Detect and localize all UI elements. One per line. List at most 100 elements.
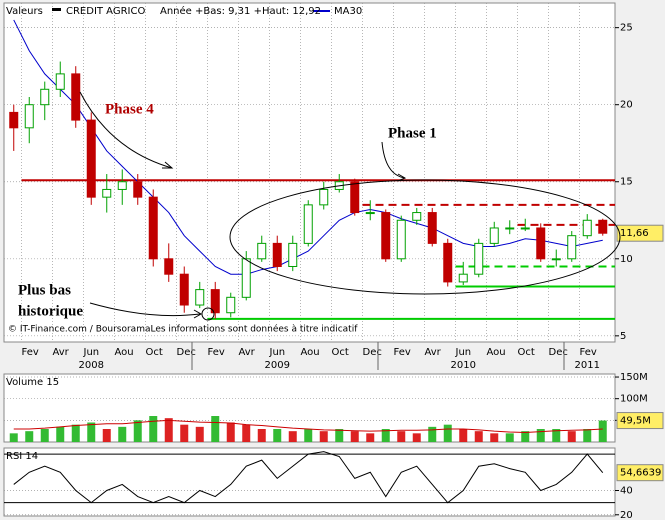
candle-body bbox=[458, 273, 468, 283]
volume-bar bbox=[381, 429, 390, 442]
volume-bar bbox=[583, 429, 592, 442]
x-tick-label: Fev bbox=[580, 347, 597, 358]
candle-body bbox=[86, 119, 96, 198]
candle-body bbox=[350, 181, 360, 214]
arrow bbox=[381, 141, 406, 179]
volume-bar bbox=[257, 429, 266, 442]
arrow-head bbox=[193, 309, 203, 319]
y-tick-label: 100M bbox=[620, 394, 648, 405]
candle-body bbox=[381, 212, 391, 260]
header-label: Valeurs bbox=[6, 6, 43, 17]
x-tick-label: Fev bbox=[394, 347, 411, 358]
volume-bar bbox=[567, 431, 576, 442]
year-label: 2008 bbox=[79, 360, 104, 371]
volume-bar bbox=[552, 429, 561, 442]
candle-body bbox=[520, 227, 530, 230]
candle-body bbox=[195, 289, 205, 306]
x-tick-label: Dec bbox=[177, 347, 196, 358]
last-value-label: 49,5M bbox=[620, 416, 651, 427]
candle-body bbox=[71, 73, 81, 121]
candle-body bbox=[210, 289, 220, 314]
x-tick-label: Oct bbox=[146, 347, 163, 358]
candle-body bbox=[412, 212, 422, 221]
candle-body bbox=[24, 104, 34, 129]
annotation: Phase 4 bbox=[105, 101, 154, 117]
header-symbol: CREDIT AGRICO bbox=[66, 6, 145, 17]
x-tick-label: Fev bbox=[208, 347, 225, 358]
volume-bar bbox=[87, 422, 96, 442]
panel-title: RSI 14 bbox=[6, 451, 38, 462]
x-tick-label: Avr bbox=[53, 347, 70, 358]
volume-bar bbox=[474, 431, 483, 442]
ma-line bbox=[13, 19, 603, 275]
arrow bbox=[79, 91, 173, 169]
x-tick-label: Dec bbox=[363, 347, 382, 358]
volume-bar bbox=[288, 431, 297, 442]
candle-body bbox=[55, 73, 65, 90]
legend-label: MA30 bbox=[334, 6, 362, 17]
volume-bar bbox=[195, 426, 204, 442]
candle-body bbox=[551, 258, 561, 261]
volume-bar bbox=[25, 431, 34, 442]
volume-bar bbox=[428, 426, 437, 442]
candle-body bbox=[489, 227, 499, 244]
candle-body bbox=[164, 258, 174, 275]
candle-body bbox=[102, 188, 112, 198]
candle-body bbox=[365, 212, 375, 215]
arrow-head bbox=[162, 161, 174, 169]
y-tick-label: 15 bbox=[620, 177, 633, 188]
volume-bar bbox=[9, 433, 18, 442]
candle-body bbox=[179, 273, 189, 306]
volume-bar bbox=[459, 429, 468, 442]
header-range: Année +Bas: 9,31 +Haut: 12,92 bbox=[160, 5, 321, 17]
volume-bar bbox=[56, 426, 65, 442]
candle-body bbox=[474, 242, 484, 275]
volume-bar bbox=[40, 429, 49, 442]
volume-bar bbox=[242, 424, 251, 442]
volume-bar bbox=[133, 420, 142, 442]
last-value-box bbox=[616, 224, 664, 242]
volume-bar bbox=[366, 433, 375, 442]
candle-body bbox=[427, 212, 437, 244]
x-tick-label: Oct bbox=[332, 347, 349, 358]
volume-bar bbox=[521, 431, 530, 442]
year-label: 2010 bbox=[451, 360, 476, 371]
volume-bar bbox=[211, 416, 220, 442]
candle-body bbox=[443, 242, 453, 283]
rsi-panel bbox=[3, 447, 616, 517]
year-label: 2009 bbox=[265, 360, 290, 371]
arrow-head bbox=[397, 173, 407, 182]
year-label: 2011 bbox=[575, 360, 600, 371]
candle-body bbox=[272, 242, 282, 267]
candle-body bbox=[567, 235, 577, 260]
x-tick-label: Aou bbox=[115, 347, 134, 358]
candle-body bbox=[9, 111, 19, 129]
panel-title: Volume 15 bbox=[6, 377, 59, 388]
candle-body bbox=[148, 196, 158, 260]
price-panel bbox=[3, 2, 616, 343]
volume-bar bbox=[149, 416, 158, 442]
volume-bar bbox=[412, 433, 421, 442]
range-ellipse bbox=[229, 179, 621, 295]
y-tick-label: 10 bbox=[620, 254, 633, 265]
volume-bar bbox=[304, 429, 313, 442]
volume-bar bbox=[180, 424, 189, 442]
volume-bar bbox=[505, 433, 514, 442]
volume-ma bbox=[13, 419, 603, 433]
x-tick-label: Avr bbox=[425, 347, 442, 358]
candle-body bbox=[396, 219, 406, 260]
last-value-box bbox=[616, 412, 664, 430]
candle-body bbox=[241, 258, 251, 298]
volume-bar bbox=[226, 422, 235, 442]
x-tick-label: Jun bbox=[455, 347, 472, 358]
x-tick-label: Aou bbox=[301, 347, 320, 358]
candle-body bbox=[257, 242, 267, 260]
rsi-line bbox=[13, 451, 604, 504]
volume-bar bbox=[536, 429, 545, 442]
last-value-label: 54,6639 bbox=[620, 468, 661, 479]
y-tick-label: 25 bbox=[620, 23, 633, 34]
candle-body bbox=[303, 204, 313, 244]
volume-bar bbox=[350, 431, 359, 442]
